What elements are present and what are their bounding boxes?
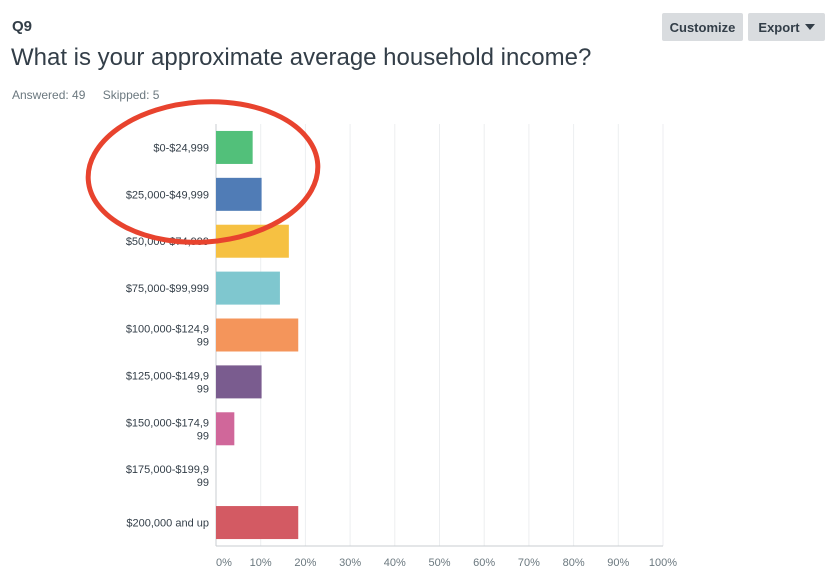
category-label: 99 — [197, 337, 209, 349]
skipped-count: Skipped: 5 — [102, 88, 160, 102]
x-tick-label: 60% — [473, 557, 495, 569]
category-label: $25,000-$49,999 — [126, 189, 209, 201]
customize-button[interactable]: Customize — [662, 13, 743, 41]
bar — [216, 271, 280, 305]
category-label: 99 — [197, 383, 209, 395]
bar — [216, 130, 253, 164]
category-label: 99 — [197, 430, 209, 442]
response-stats: Answered: 49 Skipped: 5 — [12, 88, 173, 102]
annotation-circle — [85, 99, 321, 245]
customize-label: Customize — [669, 19, 736, 35]
bar — [216, 177, 262, 211]
category-label: $200,000 and up — [126, 518, 209, 530]
caret-down-icon — [804, 24, 815, 30]
x-tick-label: 70% — [518, 557, 540, 569]
export-label: Export — [758, 19, 800, 35]
category-label: $150,000-$174,9 — [126, 417, 209, 429]
x-tick-label: 0% — [216, 557, 232, 569]
x-tick-label: 100% — [649, 557, 677, 569]
category-label: $100,000-$124,9 — [126, 324, 209, 336]
bar — [216, 412, 235, 446]
x-tick-label: 90% — [607, 557, 629, 569]
answered-count: Answered: 49 — [12, 88, 86, 102]
bar — [216, 318, 299, 352]
x-tick-label: 10% — [250, 557, 272, 569]
category-label: $175,000-$199,9 — [126, 464, 209, 476]
category-label: $125,000-$149,9 — [126, 370, 209, 382]
export-button[interactable]: Export — [748, 13, 825, 41]
bar — [216, 506, 299, 540]
x-tick-label: 80% — [563, 557, 585, 569]
question-title: What is your approximate average househo… — [11, 44, 592, 71]
x-tick-label: 40% — [384, 557, 406, 569]
category-label: 99 — [197, 477, 209, 489]
x-tick-label: 20% — [294, 557, 316, 569]
bar — [216, 365, 262, 399]
x-tick-label: 50% — [428, 557, 450, 569]
category-label: $0-$24,999 — [153, 142, 209, 154]
question-number: Q9 — [12, 18, 33, 35]
category-label: $75,000-$99,999 — [126, 283, 209, 295]
x-tick-label: 30% — [339, 557, 361, 569]
